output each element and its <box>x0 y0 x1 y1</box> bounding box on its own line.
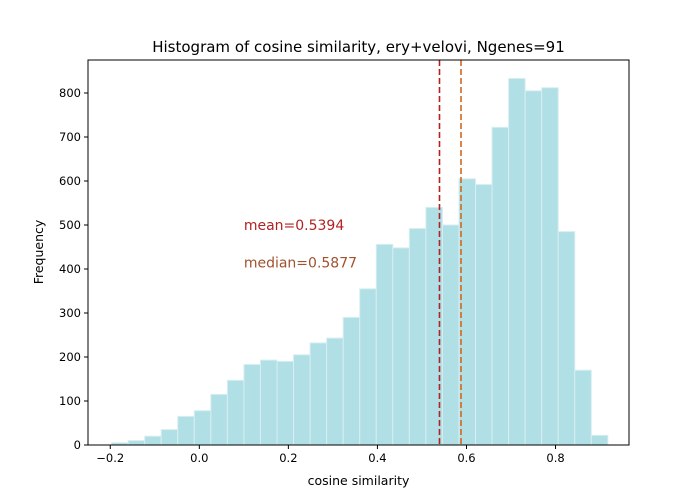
histogram-bar <box>226 379 245 446</box>
histogram-bar <box>193 410 212 446</box>
x-tick-label: 0.0 <box>190 451 208 465</box>
histogram-bar <box>293 354 311 446</box>
y-axis-label: Frequency <box>31 219 46 284</box>
histogram-bar <box>177 415 195 446</box>
x-axis: −0.2 0.0 0.2 0.4 0.6 0.8 <box>96 445 565 465</box>
histogram-bar <box>441 224 460 446</box>
x-axis-label: cosine similarity <box>308 473 410 488</box>
x-tick-label: 0.8 <box>546 451 564 465</box>
histogram-bar <box>508 77 526 446</box>
histogram-bar <box>541 87 559 446</box>
y-tick-label: 800 <box>59 86 81 100</box>
histogram-bar <box>160 429 179 446</box>
histogram-bar <box>574 369 592 446</box>
mean-annotation: mean=0.5394 <box>244 218 345 234</box>
histogram-bar <box>590 434 609 446</box>
histogram-bar <box>127 440 146 446</box>
chart-title: Histogram of cosine similarity, ery+velo… <box>152 38 565 56</box>
histogram-bar <box>309 342 328 446</box>
x-tick-label: 0.6 <box>457 451 475 465</box>
y-tick-label: 200 <box>59 350 81 364</box>
histogram-bar <box>557 231 576 446</box>
histogram-bar <box>392 247 410 446</box>
x-tick-label: 0.4 <box>368 451 386 465</box>
annotations: mean=0.5394 median=0.5877 <box>244 218 357 271</box>
reference-lines <box>438 60 462 445</box>
y-tick-label: 400 <box>59 262 81 276</box>
histogram-bar <box>475 184 493 446</box>
histogram-bar <box>491 126 510 446</box>
histogram-bar <box>359 288 377 446</box>
histogram-bar <box>342 316 361 446</box>
x-tick-label: −0.2 <box>96 451 124 465</box>
histogram-bar <box>243 363 261 446</box>
y-tick-label: 100 <box>59 394 81 408</box>
histogram-bar <box>144 435 162 446</box>
x-tick-label: 0.2 <box>279 451 297 465</box>
histogram-bar <box>524 90 543 446</box>
y-tick-label: 600 <box>59 174 81 188</box>
histogram-bar <box>375 243 394 446</box>
histogram-bar <box>276 360 295 446</box>
plot-frame <box>87 59 630 446</box>
y-tick-label: 500 <box>59 218 81 232</box>
histogram-bar <box>408 228 427 446</box>
y-tick-label: 700 <box>59 130 81 144</box>
y-tick-label: 300 <box>59 306 81 320</box>
histogram-bar <box>210 393 228 446</box>
histogram-bar <box>259 359 278 446</box>
bars-group <box>111 77 609 446</box>
y-tick-label: 0 <box>74 438 81 452</box>
histogram-bar <box>326 337 344 446</box>
y-axis: 0 100 200 300 400 500 600 700 800 <box>59 86 88 452</box>
median-annotation: median=0.5877 <box>244 255 357 271</box>
